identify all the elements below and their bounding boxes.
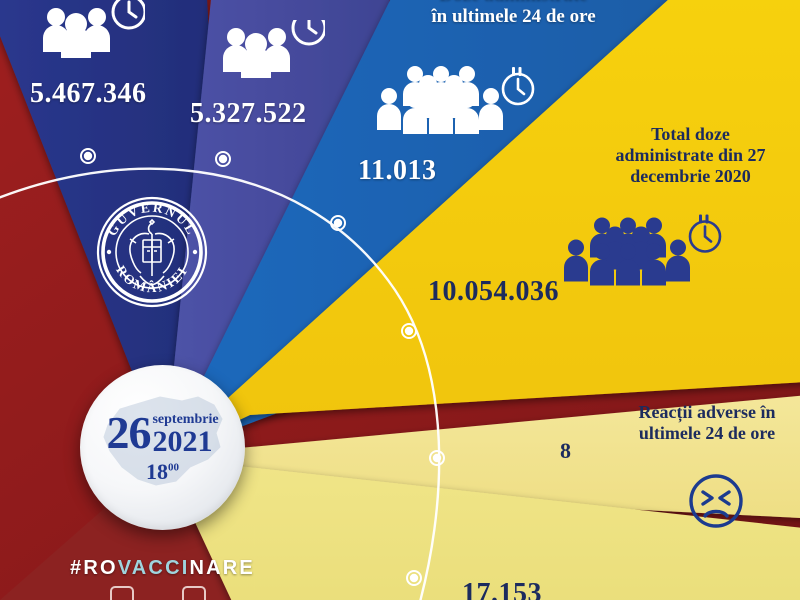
people-clock-icon xyxy=(43,0,145,58)
wedge-total-doses-value: 10.054.036 xyxy=(428,276,559,307)
crowd-clock-icon xyxy=(377,66,535,134)
date-day: 26 xyxy=(106,407,151,458)
date-time: 1800 xyxy=(146,459,179,485)
sad-face-icon xyxy=(689,474,743,528)
wedge-doses-24h-value: 11.013 xyxy=(358,155,437,186)
wedge-adverse-total-value: 17.153 xyxy=(462,578,542,600)
hashtag-rovaccinare: #ROVACCINARE xyxy=(70,557,255,580)
seal-eagle-icon xyxy=(129,218,175,286)
timeline-arc-dots xyxy=(80,148,445,586)
wedge-dose-1-shape xyxy=(0,0,225,455)
wedge-adverse-total-shape xyxy=(165,458,800,600)
date-hour-minutes: 00 xyxy=(168,461,179,474)
vaccine-card-icon xyxy=(110,586,134,600)
wedge-dose-2-value: 5.327.522 xyxy=(190,98,307,129)
date-year: 2021 xyxy=(152,425,213,459)
date-badge-content: 26 septembrie 2021 1800 xyxy=(80,365,245,530)
vaccine-card-icon-2 xyxy=(182,586,206,600)
romania-government-seal: GUVERNUL ROMÂNIEI xyxy=(96,196,208,308)
wedge-total-doses-shape xyxy=(165,0,800,455)
wedge-total-doses-title: Total doze administrate din 27 decembrie… xyxy=(615,124,766,187)
people-clock-icon-2 xyxy=(223,20,325,78)
hashtag-suffix: NARE xyxy=(189,557,255,579)
date-badge: 26 septembrie 2021 1800 xyxy=(80,365,245,530)
hashtag-prefix: #RO xyxy=(70,557,118,579)
wedge-adverse-24h-value: 8 xyxy=(560,438,572,463)
romania-map-outline xyxy=(103,396,223,486)
crowd-clock-icon-dark xyxy=(564,214,722,286)
wedge-adverse-24h-title: Reacții adverse în ultimele 24 de ore xyxy=(638,402,776,444)
date-month: septembrie xyxy=(152,412,219,428)
timeline-arc xyxy=(0,167,441,600)
wedge-dose-2-shape xyxy=(165,0,390,455)
wedge-doses-24h-title: Doze administrate în ultimele 24 de ore xyxy=(431,0,596,28)
hashtag-highlight: VACCI xyxy=(117,557,190,579)
bottom-icon-row xyxy=(105,582,211,600)
wedge-dose-1-value: 5.467.346 xyxy=(30,78,147,109)
date-hour: 18 xyxy=(146,459,168,484)
